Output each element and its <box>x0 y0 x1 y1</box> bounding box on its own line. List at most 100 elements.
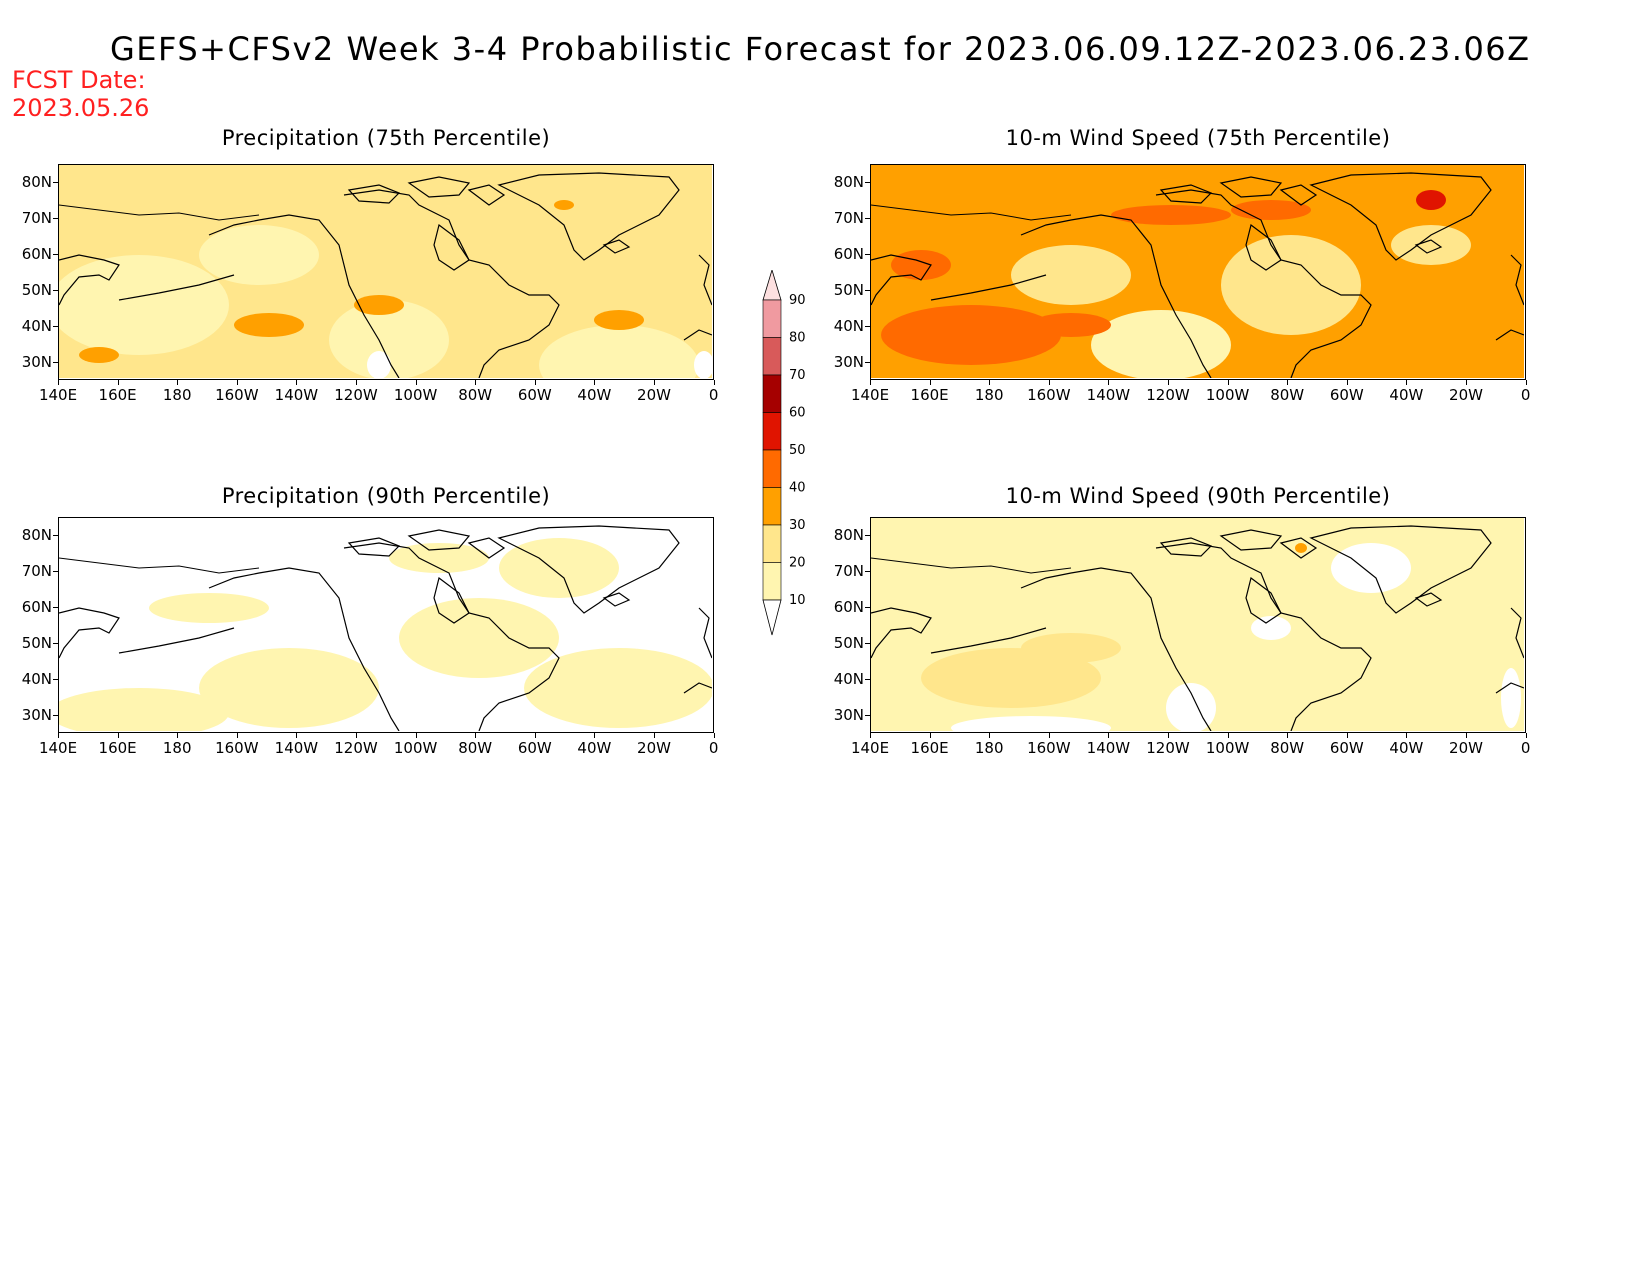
main-title: GEFS+CFSv2 Week 3-4 Probabilistic Foreca… <box>110 30 1531 68</box>
lat-tick-label: 30N <box>21 706 52 724</box>
lon-tick-label: 100W <box>393 739 438 757</box>
lon-tick-label: 160E <box>98 739 137 757</box>
lat-tick-mark <box>53 182 58 183</box>
lon-tick-label: 120W <box>1146 739 1190 757</box>
lon-tick-label: 40W <box>1389 739 1424 757</box>
lat-tick-mark <box>865 679 870 680</box>
lon-tick-mark <box>1406 733 1408 738</box>
panel-title-precip90: Precipitation (90th Percentile) <box>221 484 551 508</box>
colorbar-label: 10 <box>789 593 806 608</box>
lat-tick-label: 30N <box>21 353 52 371</box>
lat-tick-mark <box>53 715 58 716</box>
lon-tick-label: 180 <box>974 739 1004 757</box>
lon-tick-mark <box>177 733 179 738</box>
lat-tick-mark <box>865 643 870 644</box>
lat-tick-mark <box>53 254 58 255</box>
lon-tick-label: 80W <box>1270 386 1305 404</box>
lon-tick-label: 0 <box>1520 386 1531 404</box>
lat-tick-mark <box>865 535 870 536</box>
lon-tick-label: 20W <box>637 386 671 404</box>
lat-tick-label: 60N <box>833 245 864 263</box>
lat-tick-mark <box>865 290 870 291</box>
lat-tick-mark <box>53 643 58 644</box>
lon-tick-label: 180 <box>162 739 192 757</box>
panel-title-wind75: 10-m Wind Speed (75th Percentile) <box>1005 126 1391 150</box>
lon-tick-label: 140E <box>850 739 890 757</box>
lat-tick-label: 40N <box>21 317 52 335</box>
lon-tick-mark <box>1287 380 1289 385</box>
lon-tick-label: 20W <box>1449 386 1483 404</box>
lon-tick-mark <box>236 733 238 738</box>
lat-tick-mark <box>53 679 58 680</box>
lon-tick-label: 140W <box>1086 386 1131 404</box>
lon-tick-label: 60W <box>517 739 552 757</box>
lat-tick-label: 80N <box>21 526 52 544</box>
lon-tick-mark <box>654 380 655 385</box>
lat-tick-label: 40N <box>833 670 864 688</box>
lon-tick-mark <box>356 380 357 385</box>
lat-tick-mark <box>865 607 870 608</box>
lon-tick-mark <box>1525 380 1527 385</box>
lat-tick-mark <box>865 362 870 363</box>
lat-tick-label: 50N <box>21 634 52 652</box>
lon-tick-mark <box>1108 380 1110 385</box>
lat-tick-mark <box>53 535 58 536</box>
lon-tick-label: 100W <box>1205 739 1250 757</box>
lat-tick-label: 70N <box>21 209 52 227</box>
lon-tick-mark <box>654 733 655 738</box>
lon-tick-label: 40W <box>1389 386 1424 404</box>
lon-tick-label: 180 <box>162 386 192 404</box>
lon-tick-mark <box>58 733 59 738</box>
lat-tick-label: 40N <box>833 317 864 335</box>
lon-tick-mark <box>929 733 931 738</box>
lon-tick-label: 120W <box>1146 386 1190 404</box>
lat-tick-label: 60N <box>21 245 52 263</box>
lon-tick-mark <box>177 380 179 385</box>
lon-tick-label: 160W <box>1027 386 1071 404</box>
lat-tick-mark <box>53 326 58 327</box>
lat-tick-mark <box>865 326 870 327</box>
fcst-date-label: FCST Date: <box>12 66 146 94</box>
lon-tick-mark <box>713 733 715 738</box>
lon-tick-mark <box>870 733 871 738</box>
lat-tick-mark <box>53 290 58 291</box>
lon-tick-mark <box>356 733 357 738</box>
fcst-date-value: 2023.05.26 <box>12 94 150 122</box>
lon-tick-mark <box>534 380 536 385</box>
lon-tick-label: 160E <box>910 739 949 757</box>
lon-tick-mark <box>1346 733 1348 738</box>
colorbar: 90 80 70 60 50 40 30 20 10 <box>762 270 806 636</box>
lon-tick-mark <box>870 380 871 385</box>
lon-tick-label: 160W <box>1027 739 1071 757</box>
lon-tick-label: 80W <box>458 739 493 757</box>
lon-tick-label: 60W <box>517 386 552 404</box>
colorbar-label: 30 <box>789 518 806 533</box>
lat-tick-label: 50N <box>833 281 864 299</box>
lat-tick-label: 70N <box>833 562 864 580</box>
map-precip90 <box>58 517 714 733</box>
lon-tick-mark <box>1048 380 1050 385</box>
lat-tick-label: 80N <box>833 526 864 544</box>
lon-tick-label: 80W <box>1270 739 1305 757</box>
lon-tick-mark <box>475 380 477 385</box>
map-wind90 <box>870 517 1526 733</box>
colorbar-label: 20 <box>789 556 806 571</box>
colorbar-label: 90 <box>789 293 806 308</box>
panel-title-wind90: 10-m Wind Speed (90th Percentile) <box>1005 484 1391 508</box>
lat-tick-mark <box>865 715 870 716</box>
lon-tick-mark <box>1168 380 1169 385</box>
lat-tick-mark <box>865 182 870 183</box>
lon-tick-mark <box>989 380 991 385</box>
lat-tick-label: 60N <box>21 598 52 616</box>
lat-tick-mark <box>865 571 870 572</box>
lon-tick-mark <box>534 733 536 738</box>
lon-tick-mark <box>236 380 238 385</box>
lon-tick-label: 180 <box>974 386 1004 404</box>
lat-tick-label: 70N <box>833 209 864 227</box>
lon-tick-mark <box>594 733 596 738</box>
lon-tick-mark <box>415 380 417 385</box>
lon-tick-label: 140E <box>38 386 78 404</box>
lon-tick-mark <box>296 733 298 738</box>
lat-tick-mark <box>53 218 58 219</box>
lon-tick-mark <box>1287 733 1289 738</box>
